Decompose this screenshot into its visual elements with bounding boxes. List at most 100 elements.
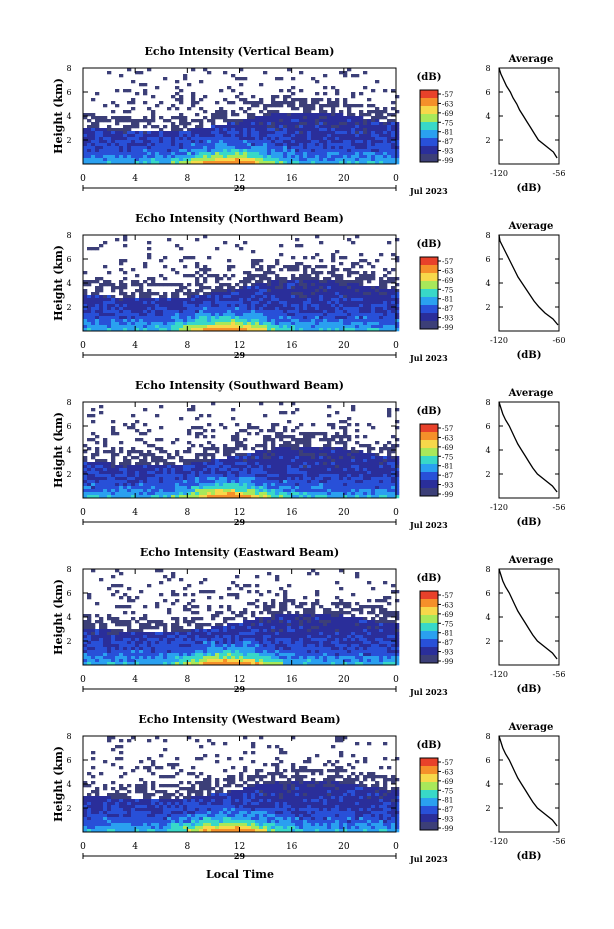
heatmap-cell <box>375 304 380 308</box>
heatmap-cell <box>299 140 304 144</box>
heatmap-cell <box>323 316 328 320</box>
heatmap-cell <box>247 107 252 111</box>
heatmap-cell <box>391 298 396 302</box>
heatmap-cell <box>155 650 160 654</box>
heatmap-cell <box>275 432 280 436</box>
heatmap-cell <box>207 137 212 141</box>
heatmap-cell <box>387 125 392 129</box>
heatmap-cell <box>287 468 292 472</box>
heatmap-cell <box>131 456 136 460</box>
heatmap-cell <box>271 301 276 305</box>
heatmap-cell <box>279 89 284 93</box>
heatmap-cell <box>383 459 388 463</box>
heatmap-cell <box>103 310 108 314</box>
heatmap-cell <box>387 140 392 144</box>
heatmap-cell <box>179 328 184 332</box>
heatmap-cell <box>103 483 108 487</box>
heatmap-cell <box>279 137 284 141</box>
heatmap-cell <box>167 471 172 475</box>
heatmap-cell <box>107 617 112 621</box>
heatmap-cell <box>127 596 132 600</box>
heatmap-cell <box>91 140 96 144</box>
heatmap-cell <box>171 122 176 126</box>
heatmap-cell <box>359 110 364 114</box>
heatmap-cell <box>311 104 316 108</box>
heatmap-cell <box>91 477 96 481</box>
heatmap-cell <box>135 289 140 293</box>
heatmap-cell <box>115 650 120 654</box>
heatmap-cell <box>159 259 164 263</box>
heatmap-cell <box>263 328 268 332</box>
heatmap-cell <box>159 158 164 162</box>
heatmap-cell <box>271 495 276 499</box>
heatmap-cell <box>251 316 256 320</box>
heatmap-cell <box>303 462 308 466</box>
heatmap-cell <box>215 465 220 469</box>
heatmap-cell <box>371 325 376 329</box>
heatmap-cell <box>211 125 216 129</box>
heatmap-cell <box>251 301 256 305</box>
heatmap-cell <box>231 122 236 126</box>
heatmap-cell <box>191 134 196 138</box>
heatmap-cell <box>275 495 280 499</box>
heatmap-cell <box>87 283 92 287</box>
heatmap-cell <box>119 328 124 332</box>
heatmap-cell <box>295 462 300 466</box>
heatmap-cell <box>207 119 212 123</box>
heatmap-cell <box>115 307 120 311</box>
heatmap-cell <box>311 119 316 123</box>
heatmap-cell <box>83 456 88 460</box>
heatmap-cell <box>315 486 320 490</box>
heatmap-cell <box>203 304 208 308</box>
heatmap-cell <box>127 152 132 156</box>
heatmap-cell <box>303 444 308 448</box>
heatmap-cell <box>331 110 336 114</box>
heatmap-cell <box>347 134 352 138</box>
heatmap-cell <box>295 489 300 493</box>
heatmap-cell <box>123 468 128 472</box>
heatmap-cell <box>311 322 316 326</box>
heatmap-cell <box>95 477 100 481</box>
heatmap-cell <box>283 298 288 302</box>
heatmap-cell <box>263 453 268 457</box>
heatmap-cell <box>131 450 136 454</box>
heatmap-cell <box>87 316 92 320</box>
heatmap-cell <box>247 432 252 436</box>
heatmap-cell <box>355 286 360 290</box>
heatmap-cell <box>259 140 264 144</box>
heatmap-cell <box>299 283 304 287</box>
heatmap-cell <box>203 128 208 132</box>
heatmap-cell <box>151 316 156 320</box>
heatmap-cell <box>123 131 128 135</box>
heatmap-cell <box>307 107 312 111</box>
heatmap-cell <box>119 149 124 153</box>
heatmap-cell <box>319 456 324 460</box>
heatmap-cell <box>107 283 112 287</box>
heatmap-cell <box>103 322 108 326</box>
heatmap-cell <box>211 304 216 308</box>
heatmap-cell <box>207 161 212 165</box>
heatmap-cell <box>227 492 232 496</box>
heatmap-cell <box>319 113 324 117</box>
heatmap-cell <box>183 307 188 311</box>
heatmap-cell <box>123 659 128 663</box>
heatmap-cell <box>219 468 224 472</box>
heatmap-cell <box>159 325 164 329</box>
heatmap-cell <box>283 146 288 150</box>
colorbar-unit-label: (dB) <box>417 72 442 83</box>
heatmap-cell <box>183 468 188 472</box>
heatmap-cell <box>151 489 156 493</box>
heatmap-cell <box>199 426 204 430</box>
heatmap-cell <box>171 441 176 445</box>
heatmap-cell <box>247 477 252 481</box>
heatmap-cell <box>359 152 364 156</box>
heatmap-cell <box>179 137 184 141</box>
average-title: Average <box>508 221 554 232</box>
heatmap-cell <box>283 459 288 463</box>
heatmap-cell <box>119 653 124 657</box>
heatmap-cell <box>379 253 384 257</box>
heatmap-cell <box>323 119 328 123</box>
heatmap-cell <box>339 289 344 293</box>
colorbar-tick-label: -87 <box>442 472 453 480</box>
heatmap-cell <box>247 137 252 141</box>
